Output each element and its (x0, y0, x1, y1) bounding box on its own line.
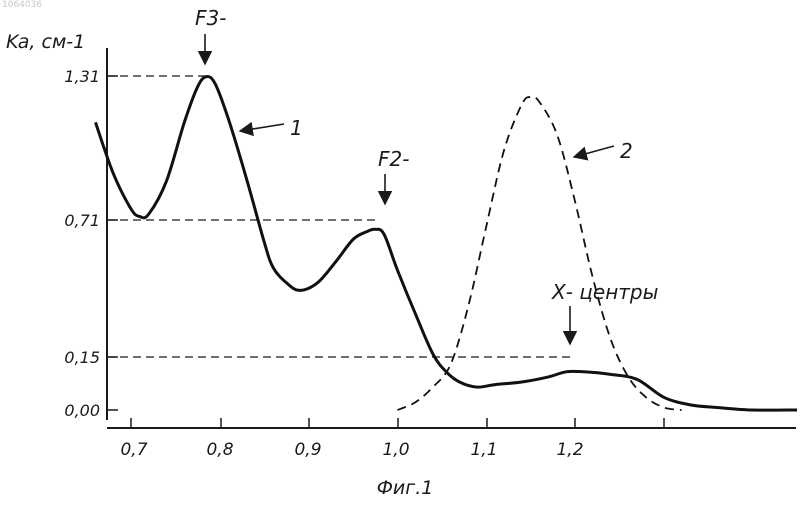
annotation-f2-label: F2- (378, 147, 409, 171)
annotation-f3-label: F3- (195, 6, 226, 30)
x-tick-label: 1,1 (470, 440, 497, 460)
annotation-series-2: 2 (574, 139, 633, 163)
y-axis-label: Ka, см-1 (6, 31, 85, 53)
y-tick-label: 1,31 (64, 67, 100, 86)
series-2-arrow (574, 146, 614, 157)
annotation-f2: F2- (378, 147, 409, 204)
annotation-f3: F3- (195, 6, 226, 64)
annotation-x-centers-label: Х- центры (551, 280, 658, 304)
x-tick-label: 0,8 (206, 440, 233, 460)
x-tick-label: 1,2 (556, 440, 583, 460)
y-tick-label: 0,00 (64, 401, 100, 420)
annotation-x-centers: Х- центры (551, 280, 658, 344)
x-tick-3: 1,0 (382, 418, 409, 460)
series-1-label: 1 (290, 116, 303, 140)
series-1-arrow (240, 124, 284, 131)
series-1-curve (96, 77, 798, 411)
x-axis-label: Фиг.1 (377, 477, 434, 499)
x-tick-2: 0,9 (294, 418, 321, 460)
y-tick-label: 0,71 (64, 211, 100, 230)
series-2-label: 2 (620, 139, 633, 163)
x-tick-label: 0,7 (120, 440, 147, 460)
x-tick-5: 1,2 (556, 418, 583, 460)
annotation-series-1: 1 (240, 116, 303, 140)
y-tick-0: 0,00 (64, 401, 118, 420)
x-tick-4: 1,1 (470, 418, 497, 460)
x-tick-label: 1,0 (382, 440, 409, 460)
x-tick-0: 0,7 (120, 418, 147, 460)
y-tick-label: 0,15 (64, 348, 100, 367)
x-tick-label: 0,9 (294, 440, 321, 460)
x-tick-1: 0,8 (206, 418, 233, 460)
